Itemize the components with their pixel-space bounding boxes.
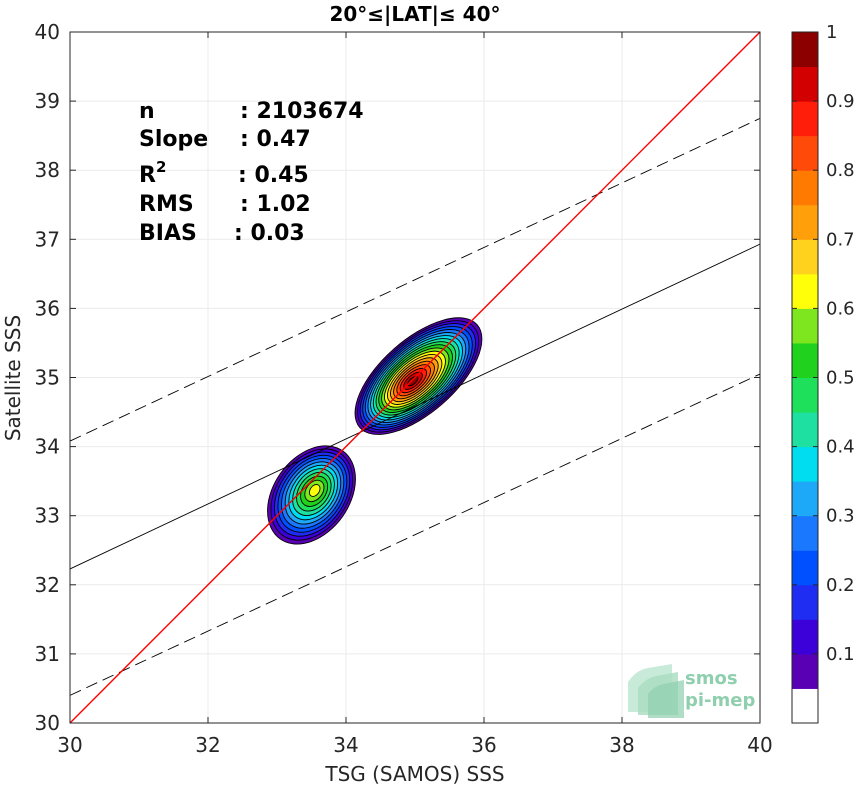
y-tick-label: 35 [35, 366, 60, 390]
stat-value: : 1.02 [240, 192, 311, 217]
x-tick-label: 40 [747, 733, 772, 757]
colorbar-tick-label: 0.9 [826, 91, 855, 112]
upper-dashed-line [69, 117, 761, 442]
y-tick-label: 34 [35, 435, 60, 459]
y-tick-label: 37 [35, 227, 60, 251]
stat-label: BIAS [139, 221, 197, 246]
x-tick-label: 38 [609, 733, 634, 757]
colorbar-swatch [792, 239, 818, 275]
stat-value: : 2103674 [240, 99, 364, 124]
regression-line [69, 243, 761, 570]
colorbar-swatch [792, 688, 818, 724]
colorbar-swatch [792, 584, 818, 620]
colorbar-swatch [792, 481, 818, 517]
density-contours [267, 317, 483, 545]
colorbar-tick-label: 0.7 [826, 229, 855, 250]
y-tick-label: 33 [35, 504, 60, 528]
colorbar-tick-label: 0.8 [826, 160, 855, 181]
colorbar-swatch [792, 66, 818, 102]
y-tick-label: 38 [35, 158, 60, 182]
colorbar-swatch [792, 342, 818, 378]
colorbar-swatch [792, 204, 818, 240]
y-tick-label: 32 [35, 573, 60, 597]
colorbar-swatch [792, 377, 818, 413]
colorbar-swatch [792, 32, 818, 68]
y-tick-label: 40 [35, 20, 60, 44]
x-tick-label: 32 [195, 733, 220, 757]
x-tick-label: 34 [333, 733, 358, 757]
colorbar-tick-label: 0.5 [826, 368, 855, 389]
density-contour [308, 484, 321, 497]
stat-label: R2 [139, 158, 166, 188]
colorbar-swatch [792, 446, 818, 482]
colorbar-swatch [792, 101, 818, 137]
logo-waves-icon [628, 664, 684, 718]
colorbar-swatch [792, 170, 818, 206]
stat-label: Slope [139, 127, 208, 152]
y-tick-label: 30 [35, 711, 60, 735]
colorbar-swatch [792, 653, 818, 689]
colorbar-swatch [792, 308, 818, 344]
stats-panel: n : 2103674 Slope : 0.47 R2 : 0.45 RMS : 1.02 BI… [139, 99, 364, 246]
fit-lines [69, 31, 761, 724]
stat-value: : 0.03 [234, 221, 305, 246]
colorbar-swatch [792, 273, 818, 309]
smos-pi-mep-logo: smos pi-mep [628, 664, 755, 718]
colorbar-swatch [792, 550, 818, 586]
y-tick-label: 39 [35, 89, 60, 113]
stat-label: n [139, 99, 155, 124]
x-tick-label: 36 [471, 733, 496, 757]
stat-label: RMS [139, 192, 194, 217]
lower-dashed-line [69, 373, 761, 696]
logo-line-1: smos [685, 668, 738, 689]
colorbar-tick-label: 0.6 [826, 298, 855, 319]
colorbar-ticks: 0.1 0.2 0.3 0.4 0.5 0.6 0.7 0.8 0.9 1 [792, 22, 855, 665]
colorbar-swatch [792, 515, 818, 551]
y-tick-label: 36 [35, 296, 60, 320]
colorbar-tick-label: 0.4 [826, 437, 855, 458]
y-tick-label: 31 [35, 642, 60, 666]
x-axis-ticks: 30 32 34 36 38 40 [57, 32, 773, 757]
y-axis-ticks: 30 31 32 33 34 35 36 37 38 39 40 [35, 20, 760, 735]
y-axis-label: Satellite SSS [1, 315, 25, 441]
colorbar-tick-label: 0.1 [826, 644, 855, 665]
x-tick-label: 30 [57, 733, 82, 757]
logo-line-2: pi-mep [685, 690, 755, 711]
colorbar-tick-label: 0.2 [826, 575, 855, 596]
colorbar-swatch [792, 619, 818, 655]
colorbar-swatch [792, 412, 818, 448]
one-to-one-line [69, 31, 761, 724]
x-axis-label: TSG (SAMOS) SSS [324, 762, 504, 786]
stat-value: : 0.47 [240, 127, 311, 152]
colorbar-tick-label: 0.3 [826, 506, 855, 527]
colorbar-tick-label: 1 [826, 22, 837, 43]
chart-title: 20°≤|LAT|≤ 40° [329, 2, 500, 26]
colorbar-swatch [792, 135, 818, 171]
stat-value: : 0.45 [238, 163, 309, 188]
